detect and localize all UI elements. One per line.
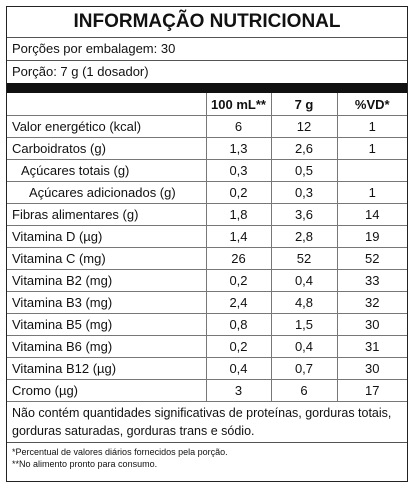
nutrient-value: 1 <box>336 137 407 160</box>
nutrient-value: 1 <box>336 181 407 204</box>
nutrient-value: 1,3 <box>205 137 272 160</box>
nutrient-value: 31 <box>336 335 407 358</box>
nutrient-value: 2,8 <box>270 225 338 248</box>
nutrient-name: Carboidratos (g) <box>7 137 207 160</box>
column-header: 7 g <box>270 93 338 116</box>
note: Não contém quantidades significativas de… <box>7 402 407 443</box>
nutrient-row: Vitamina B12 (µg) 0,4 0,7 30 <box>7 357 407 380</box>
nutrient-name: Vitamina B12 (µg) <box>7 357 207 380</box>
nutrient-row: Vitamina B2 (mg) 0,2 0,4 33 <box>7 269 407 292</box>
nutrient-value: 0,2 <box>205 269 272 292</box>
nutrient-value: 0,4 <box>270 335 338 358</box>
nutrient-value: 52 <box>270 247 338 270</box>
nutrient-value: 2,4 <box>205 291 272 314</box>
nutrition-label: INFORMAÇÃO NUTRICIONAL Porções por embal… <box>6 6 408 482</box>
nutrient-value: 0,2 <box>205 181 272 204</box>
nutrient-value: 30 <box>336 313 407 336</box>
nutrient-value: 0,3 <box>205 159 272 182</box>
nutrient-value: 17 <box>336 379 407 402</box>
nutrient-value: 52 <box>336 247 407 270</box>
nutrient-value: 2,6 <box>270 137 338 160</box>
nutrient-name: Vitamina C (mg) <box>7 247 207 270</box>
footnote: *Percentual de valores diários fornecido… <box>12 447 228 457</box>
nutrient-value: 4,8 <box>270 291 338 314</box>
nutrient-name: Vitamina D (µg) <box>7 225 207 248</box>
nutrient-row: Vitamina B6 (mg) 0,2 0,4 31 <box>7 335 407 358</box>
nutrient-value <box>336 159 407 182</box>
nutrient-value: 12 <box>270 115 338 138</box>
nutrient-name: Vitamina B3 (mg) <box>7 291 207 314</box>
nutrient-value: 3,6 <box>270 203 338 226</box>
nutrient-value: 0,5 <box>270 159 338 182</box>
nutrient-value: 0,4 <box>270 269 338 292</box>
nutrient-value: 0,2 <box>205 335 272 358</box>
nutrient-name: Vitamina B6 (mg) <box>7 335 207 358</box>
portion: Porção: 7 g (1 dosador) <box>12 64 149 79</box>
title: INFORMAÇÃO NUTRICIONAL <box>7 7 407 38</box>
header-cell <box>7 93 207 116</box>
nutrient-value: 1,5 <box>270 313 338 336</box>
header-row: 100 mL** 7 g %VD* <box>7 93 407 116</box>
nutrient-row: Carboidratos (g) 1,3 2,6 1 <box>7 137 407 160</box>
nutrient-name: Fibras alimentares (g) <box>7 203 207 226</box>
nutrient-value: 26 <box>205 247 272 270</box>
nutrient-value: 1,4 <box>205 225 272 248</box>
nutrient-value: 0,4 <box>205 357 272 380</box>
nutrient-name: Valor energético (kcal) <box>7 115 207 138</box>
nutrient-value: 32 <box>336 291 407 314</box>
nutrient-value: 6 <box>205 115 272 138</box>
nutrient-row: Valor energético (kcal) 6 12 1 <box>7 115 407 138</box>
column-header: 100 mL** <box>205 93 272 116</box>
servings: Porções por embalagem: 30 <box>7 38 407 61</box>
nutrient-value: 1 <box>336 115 407 138</box>
nutrient-value: 0,7 <box>270 357 338 380</box>
nutrient-value: 0,8 <box>205 313 272 336</box>
nutrient-row: Vitamina D (µg) 1,4 2,8 19 <box>7 225 407 248</box>
nutrient-row: Vitamina C (mg) 26 52 52 <box>7 247 407 270</box>
nutrient-name: Açúcares adicionados (g) <box>7 181 207 204</box>
nutrient-value: 0,3 <box>270 181 338 204</box>
nutrient-row: Fibras alimentares (g) 1,8 3,6 14 <box>7 203 407 226</box>
footnote: **No alimento pronto para consumo. <box>12 459 158 469</box>
divider-bar <box>7 83 407 93</box>
nutrient-value: 3 <box>205 379 272 402</box>
column-header: %VD* <box>336 93 407 116</box>
nutrient-row: Açúcares adicionados (g) 0,2 0,3 1 <box>7 181 407 204</box>
nutrient-row: Vitamina B3 (mg) 2,4 4,8 32 <box>7 291 407 314</box>
nutrient-value: 30 <box>336 357 407 380</box>
nutrient-name: Vitamina B5 (mg) <box>7 313 207 336</box>
nutrition-table: 100 mL** 7 g %VD* Valor energético (kcal) 6 1… <box>7 93 407 402</box>
nutrient-row: Cromo (µg) 3 6 17 <box>7 379 407 402</box>
nutrient-value: 14 <box>336 203 407 226</box>
nutrient-row: Vitamina B5 (mg) 0,8 1,5 30 <box>7 313 407 336</box>
nutrient-value: 1,8 <box>205 203 272 226</box>
nutrient-value: 19 <box>336 225 407 248</box>
nutrient-value: 6 <box>270 379 338 402</box>
nutrient-name: Vitamina B2 (mg) <box>7 269 207 292</box>
nutrient-name: Açúcares totais (g) <box>7 159 207 182</box>
nutrient-row: Açúcares totais (g) 0,3 0,5 <box>7 159 407 182</box>
nutrient-name: Cromo (µg) <box>7 379 207 402</box>
nutrient-value: 33 <box>336 269 407 292</box>
